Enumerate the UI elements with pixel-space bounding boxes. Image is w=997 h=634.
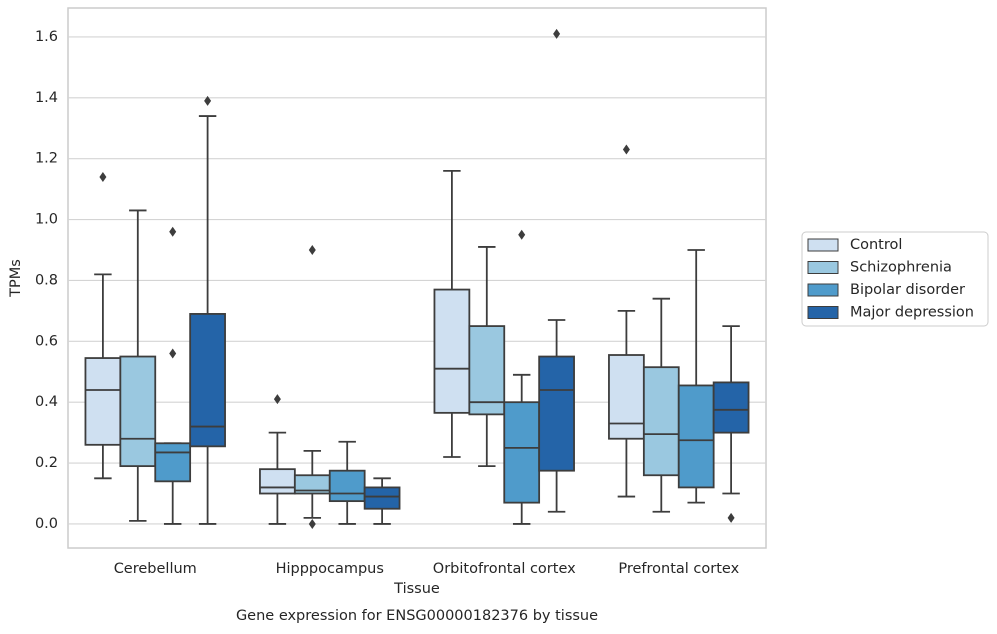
box — [712, 381, 750, 434]
box — [259, 468, 296, 495]
legend-label: Major depression — [850, 305, 974, 321]
outlier — [273, 394, 281, 405]
box — [677, 384, 715, 489]
box — [189, 313, 226, 448]
box — [154, 442, 192, 483]
y-tick-label: 1.6 — [35, 29, 58, 45]
box — [608, 354, 645, 440]
box — [468, 325, 506, 416]
outlier — [622, 144, 630, 155]
outlier — [308, 244, 316, 255]
outlier — [553, 28, 561, 39]
outlier — [169, 348, 177, 359]
outlier — [518, 229, 526, 240]
legend-label: Bipolar disorder — [850, 282, 965, 298]
legend-frame — [801, 231, 989, 327]
box — [84, 357, 122, 446]
legend-swatch — [807, 238, 839, 252]
legend-swatch — [807, 306, 839, 319]
outlier — [727, 512, 735, 523]
outlier — [169, 226, 177, 237]
y-tick-label: 1.2 — [35, 151, 58, 167]
outlier — [204, 95, 212, 106]
plot-frame — [67, 7, 767, 549]
box — [503, 401, 541, 504]
box — [363, 486, 401, 510]
y-tick-label: 0.6 — [35, 333, 58, 349]
box — [328, 469, 366, 503]
y-tick-label: 0.0 — [35, 516, 58, 532]
x-tick-label: Prefrontal cortex — [618, 561, 739, 577]
y-axis-label: TPMs — [8, 259, 24, 298]
box — [433, 288, 471, 414]
x-tick-label: Hipppocampus — [276, 561, 384, 577]
y-tick-label: 1.4 — [35, 90, 58, 106]
outlier — [308, 518, 316, 529]
x-tick-label: Cerebellum — [114, 561, 197, 577]
y-tick-label: 0.2 — [35, 455, 58, 471]
x-tick-label: Orbitofrontal cortex — [433, 561, 576, 577]
box — [642, 366, 680, 477]
box — [538, 355, 575, 472]
legend-swatch — [807, 261, 839, 274]
y-tick-label: 0.8 — [35, 272, 58, 288]
chart-title: Gene expression for ENSG00000182376 by t… — [236, 608, 598, 624]
box — [119, 355, 157, 468]
legend-swatch — [807, 283, 839, 297]
y-tick-label: 0.4 — [35, 394, 58, 410]
outlier — [99, 171, 107, 182]
legend-label: Control — [850, 237, 902, 253]
legend-label: Schizophrenia — [850, 260, 952, 276]
y-tick-label: 1.0 — [35, 212, 58, 228]
x-axis-label: Tissue — [393, 581, 440, 597]
